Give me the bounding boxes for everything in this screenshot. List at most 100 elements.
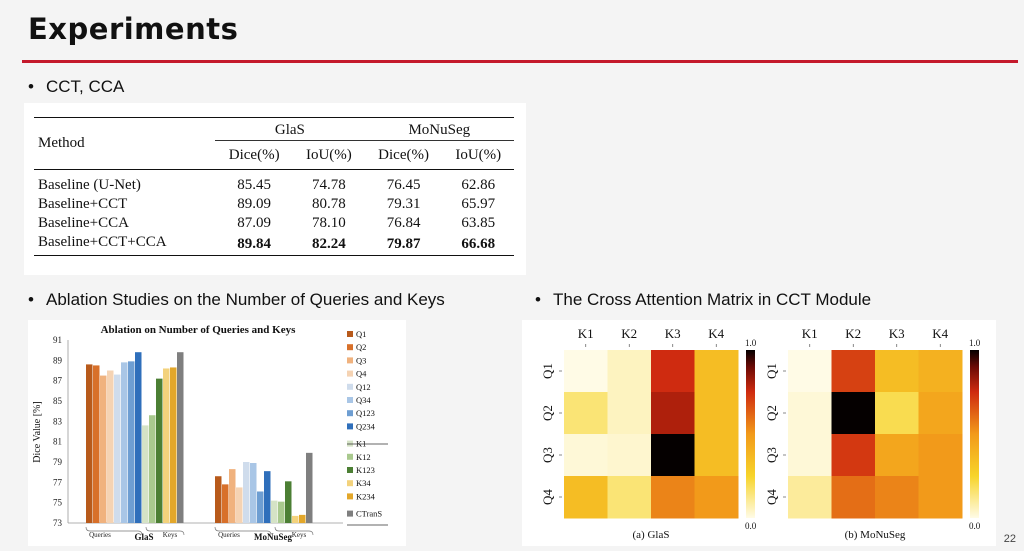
heatmap-cell [918, 350, 963, 393]
heatmap-cell [564, 434, 608, 477]
subheader: IoU(%) [305, 146, 352, 163]
legend-swatch [347, 410, 353, 417]
bullet-attention: • The Cross Attention Matrix in CCT Modul… [535, 290, 871, 310]
bar [222, 484, 229, 523]
bar [215, 476, 222, 523]
legend-label: Q123 [356, 408, 375, 418]
heatmap-cell [651, 392, 695, 435]
key-label: K4 [932, 326, 948, 341]
colorbar [746, 350, 755, 518]
value-cell: 80.78 [311, 196, 346, 212]
y-tick-label: 75 [53, 498, 63, 508]
value-cell: 76.84 [386, 215, 421, 231]
y-tick-label: 87 [53, 376, 63, 386]
legend-label: K234 [356, 491, 376, 501]
method-cell: Baseline+CCT+CCA [38, 234, 167, 250]
heatmap-cell [918, 392, 963, 435]
bar [278, 501, 285, 523]
title-underline [22, 60, 1018, 63]
method-cell: Baseline+CCT [38, 196, 128, 212]
queries-label: Queries [89, 531, 111, 539]
bar [128, 361, 135, 523]
heatmap-cell [875, 434, 919, 477]
bar [121, 362, 128, 523]
legend-swatch [347, 370, 353, 377]
bar [135, 352, 142, 523]
key-label: K1 [578, 326, 594, 341]
table-row: Baseline (U-Net) 85.45 74.78 76.45 62.86 [34, 170, 514, 196]
bullet-cct-cca: • CCT, CCA [28, 77, 124, 97]
group-label: GlaS [134, 532, 153, 542]
bar [86, 364, 93, 523]
glas-header: GlaS [215, 117, 365, 141]
heatmap-cell [694, 476, 739, 519]
legend-swatch [347, 423, 353, 430]
key-label: K4 [708, 326, 724, 341]
legend-label: Q34 [356, 395, 371, 405]
bullet-dot-icon: • [28, 290, 34, 309]
legend-label: Q1 [356, 329, 366, 339]
heatmap-cell [788, 476, 832, 519]
query-label: Q1 [540, 363, 555, 379]
y-tick-label: 79 [53, 457, 63, 467]
bullet-dot-icon: • [28, 77, 34, 96]
bar [142, 425, 149, 523]
legend-label: K34 [356, 478, 371, 488]
bullet-text: Ablation Studies on the Number of Querie… [46, 290, 445, 309]
heatmap-cell [564, 476, 608, 519]
legend-swatch [347, 453, 353, 460]
bullet-text: CCT, CCA [46, 77, 125, 96]
colorbar-min-label: 0.0 [745, 521, 757, 531]
bar [163, 368, 170, 523]
ablation-chart-panel: Ablation on Number of Queries and Keys 73… [28, 320, 406, 546]
heatmap-caption: (a) GlaS [633, 529, 670, 541]
bar [229, 469, 236, 523]
heatmap-cell [831, 392, 876, 435]
attention-heatmap-panel: K1 K2 K3 K4 Q1 Q2 Q3 Q4 1.0 0.0 (a) GlaS K1 K2 K3 K4 Q1… [522, 320, 996, 546]
method-cell: Baseline (U-Net) [38, 177, 141, 193]
heatmap-cell [694, 434, 739, 477]
legend-label: Q2 [356, 342, 366, 352]
bar [170, 367, 177, 523]
bar [93, 365, 100, 523]
ablation-bar-chart: Ablation on Number of Queries and Keys 73… [32, 324, 388, 542]
value-cell: 79.31 [386, 196, 421, 212]
heatmap-cell [788, 392, 832, 435]
bar [257, 491, 264, 523]
y-tick-label: 91 [53, 335, 62, 345]
query-label: Q2 [764, 405, 779, 421]
table-row: Baseline+CCT+CCA 89.84 82.24 79.87 66.68 [34, 233, 514, 256]
y-tick-label: 77 [53, 477, 63, 487]
legend-swatch [347, 383, 353, 390]
bar [306, 452, 313, 523]
legend-label: CTranS [356, 509, 382, 519]
heatmap-cell [607, 392, 652, 435]
heatmap-cell [831, 476, 876, 519]
bullet-ablation: • Ablation Studies on the Number of Queri… [28, 290, 445, 310]
bar [100, 375, 107, 523]
legend-swatch [347, 467, 353, 473]
key-label: K2 [845, 326, 861, 341]
heatmap-cell [564, 350, 608, 393]
heatmap-cell [918, 476, 963, 519]
y-tick-label: 85 [53, 396, 63, 406]
queries-bracket [214, 526, 272, 536]
value-cell: 82.24 [311, 235, 346, 252]
legend-swatch [347, 357, 353, 364]
keys-bracket [145, 526, 185, 536]
monuseg-header: MoNuSeg [364, 117, 514, 141]
heatmap-caption: (b) MoNuSeg [845, 529, 906, 541]
heatmap-cell [831, 434, 876, 477]
value-cell: 79.87 [386, 235, 421, 252]
key-label: K1 [802, 326, 818, 341]
subheader: Dice(%) [228, 147, 280, 163]
queries-bracket [85, 526, 143, 536]
y-tick-label: 89 [53, 355, 63, 365]
bar [107, 370, 114, 523]
bar [243, 462, 250, 523]
bar [156, 378, 163, 523]
colorbar-max-label: 1.0 [745, 338, 757, 348]
heatmap-cell [875, 350, 919, 393]
slide-title: Experiments [28, 12, 239, 46]
bar [236, 487, 243, 523]
